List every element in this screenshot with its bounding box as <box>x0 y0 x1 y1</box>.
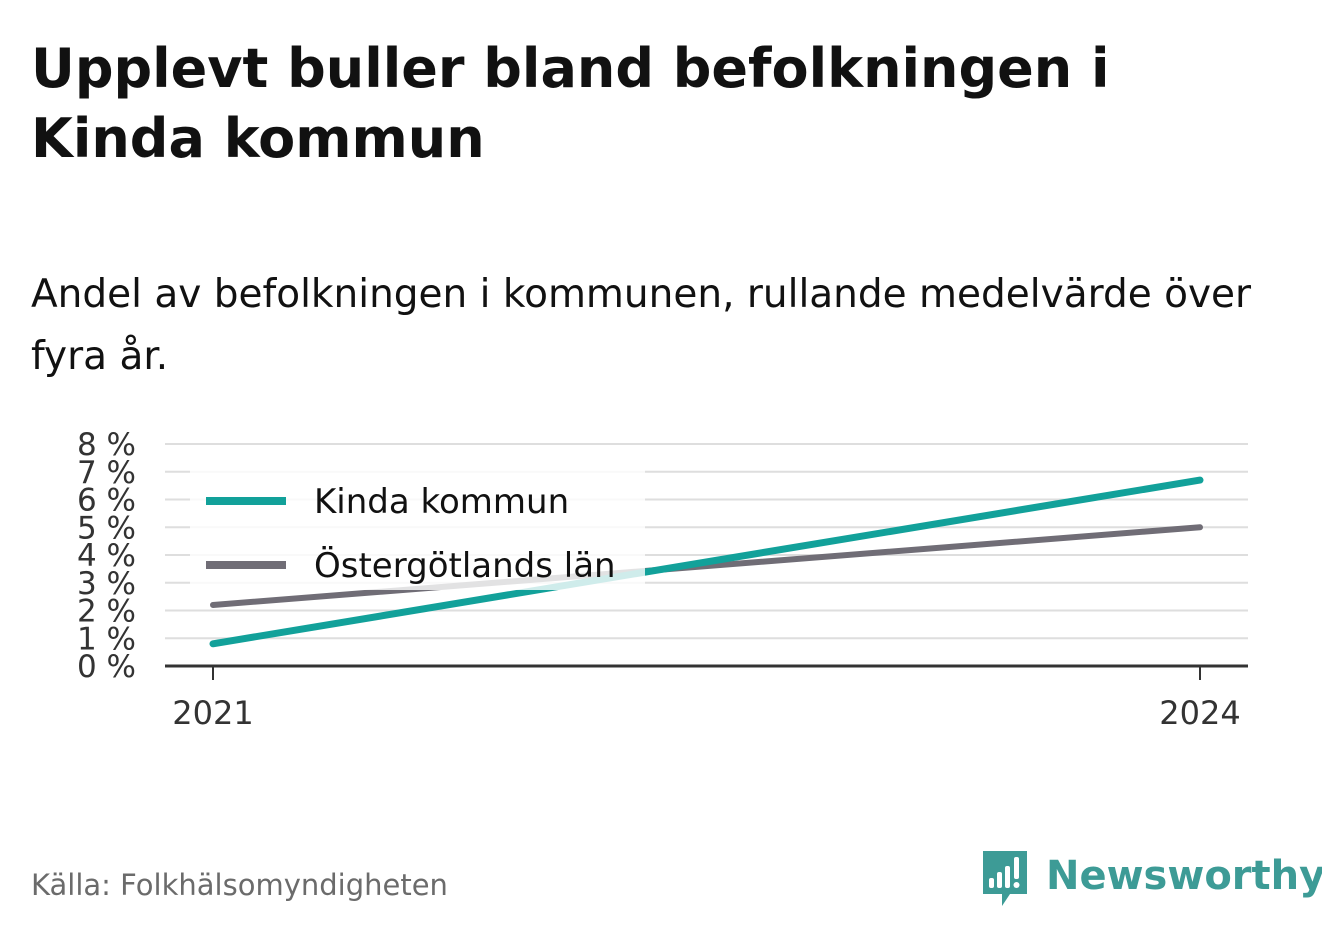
brand-name: Newsworthy <box>1046 853 1322 899</box>
y-tick-label: 1 % <box>77 621 136 657</box>
series-line <box>210 524 1203 608</box>
series-line <box>209 476 1204 648</box>
y-tick-label: 8 % <box>77 427 136 463</box>
y-axis-ticks: 0 %1 %2 %3 %4 %5 %6 %7 %8 % <box>77 427 136 685</box>
y-tick-label: 6 % <box>77 483 136 519</box>
legend: Kinda kommun Östergötlands län <box>190 470 645 590</box>
source-note: Källa: Folkhälsomyndigheten <box>31 868 448 902</box>
x-axis: 2021 2024 <box>165 664 1248 732</box>
y-tick-label: 0 % <box>77 649 136 685</box>
legend-label: Östergötlands län <box>314 545 616 586</box>
y-tick-label: 2 % <box>77 594 136 630</box>
y-tick-label: 4 % <box>77 538 136 574</box>
y-tick-label: 3 % <box>77 566 136 602</box>
legend-background <box>190 470 645 590</box>
x-tick-label: 2024 <box>1159 694 1240 732</box>
chart-title: Upplevt buller bland befolkningen i Kind… <box>31 37 1110 170</box>
y-tick-label: 7 % <box>77 455 136 491</box>
x-tick-label: 2021 <box>172 694 253 732</box>
newsworthy-logo-icon <box>983 851 1027 906</box>
chart-subtitle: Andel av befolkningen i kommunen, rullan… <box>31 272 1252 379</box>
line-chart: 0 %1 %2 %3 %4 %5 %6 %7 %8 % Kinda kommun… <box>77 427 1248 732</box>
series-lines <box>209 476 1204 648</box>
brand-logo: Newsworthy <box>980 848 1322 910</box>
legend-label: Kinda kommun <box>314 482 569 522</box>
y-tick-label: 5 % <box>77 510 136 546</box>
